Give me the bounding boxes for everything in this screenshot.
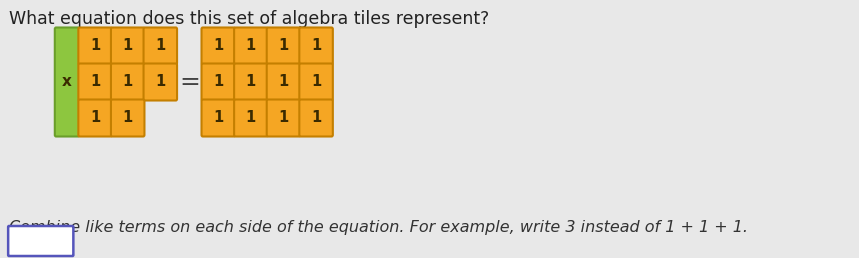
FancyBboxPatch shape <box>111 28 144 64</box>
Text: 1: 1 <box>278 75 289 90</box>
FancyBboxPatch shape <box>267 100 301 136</box>
Text: 1: 1 <box>90 75 101 90</box>
Text: 1: 1 <box>278 110 289 125</box>
Text: 1: 1 <box>246 38 256 53</box>
Text: 1: 1 <box>155 38 166 53</box>
FancyBboxPatch shape <box>111 100 144 136</box>
Text: 1: 1 <box>311 75 321 90</box>
FancyBboxPatch shape <box>299 28 332 64</box>
FancyBboxPatch shape <box>267 28 301 64</box>
FancyBboxPatch shape <box>8 226 73 256</box>
FancyBboxPatch shape <box>78 63 112 101</box>
Text: 1: 1 <box>123 110 133 125</box>
FancyBboxPatch shape <box>202 63 235 101</box>
Text: 1: 1 <box>123 75 133 90</box>
Text: 1: 1 <box>311 110 321 125</box>
FancyBboxPatch shape <box>78 28 112 64</box>
FancyBboxPatch shape <box>78 100 112 136</box>
Text: 1: 1 <box>213 38 223 53</box>
FancyBboxPatch shape <box>235 28 268 64</box>
Text: 1: 1 <box>311 38 321 53</box>
Text: 1: 1 <box>246 75 256 90</box>
FancyBboxPatch shape <box>202 28 235 64</box>
Text: =: = <box>180 70 201 94</box>
FancyBboxPatch shape <box>267 63 301 101</box>
Text: 1: 1 <box>213 75 223 90</box>
Text: 1: 1 <box>155 75 166 90</box>
FancyBboxPatch shape <box>202 100 235 136</box>
Text: Combine like terms on each side of the equation. For example, write 3 instead of: Combine like terms on each side of the e… <box>9 220 748 235</box>
FancyBboxPatch shape <box>299 100 332 136</box>
FancyBboxPatch shape <box>235 63 268 101</box>
Text: 1: 1 <box>90 38 101 53</box>
Text: 1: 1 <box>123 38 133 53</box>
Text: 1: 1 <box>246 110 256 125</box>
FancyBboxPatch shape <box>111 63 144 101</box>
FancyBboxPatch shape <box>299 63 332 101</box>
Text: 1: 1 <box>90 110 101 125</box>
Text: 1: 1 <box>213 110 223 125</box>
FancyBboxPatch shape <box>55 28 79 136</box>
FancyBboxPatch shape <box>143 28 177 64</box>
FancyBboxPatch shape <box>235 100 268 136</box>
Text: 1: 1 <box>278 38 289 53</box>
Text: x: x <box>62 75 72 90</box>
Text: What equation does this set of algebra tiles represent?: What equation does this set of algebra t… <box>9 10 490 28</box>
FancyBboxPatch shape <box>143 63 177 101</box>
